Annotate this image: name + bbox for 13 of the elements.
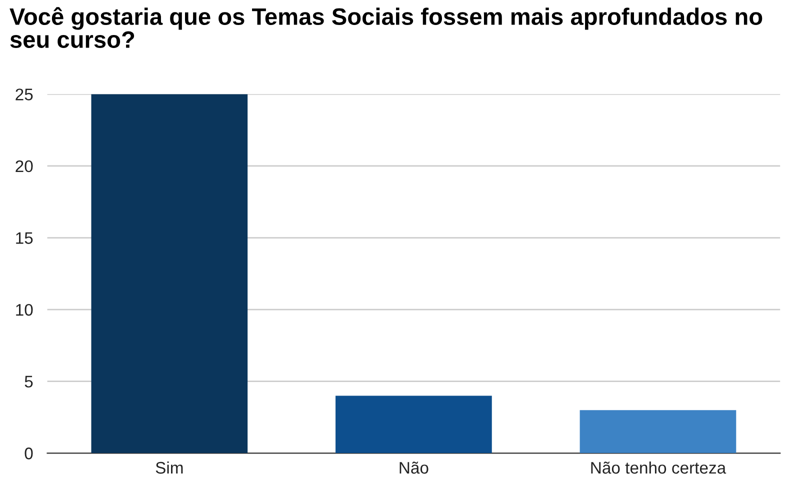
y-tick-label: 15 [16,232,33,244]
bar [580,410,736,454]
y-tick-label: 20 [16,160,33,172]
y-tick-label: 10 [16,304,33,316]
x-tick-label: Não tenho certeza [591,461,726,474]
x-tick-label: Sim [156,461,183,474]
y-tick-label: 25 [16,88,33,100]
chart-title: Você gostaria que os Temas Sociais fossem mais aprofundados no seu curso? [10,7,762,48]
bar [336,396,492,454]
y-tick-label: 0 [24,448,33,460]
x-tick-label: Não [400,462,428,474]
bar [91,94,248,454]
y-tick-label: 5 [24,376,33,388]
